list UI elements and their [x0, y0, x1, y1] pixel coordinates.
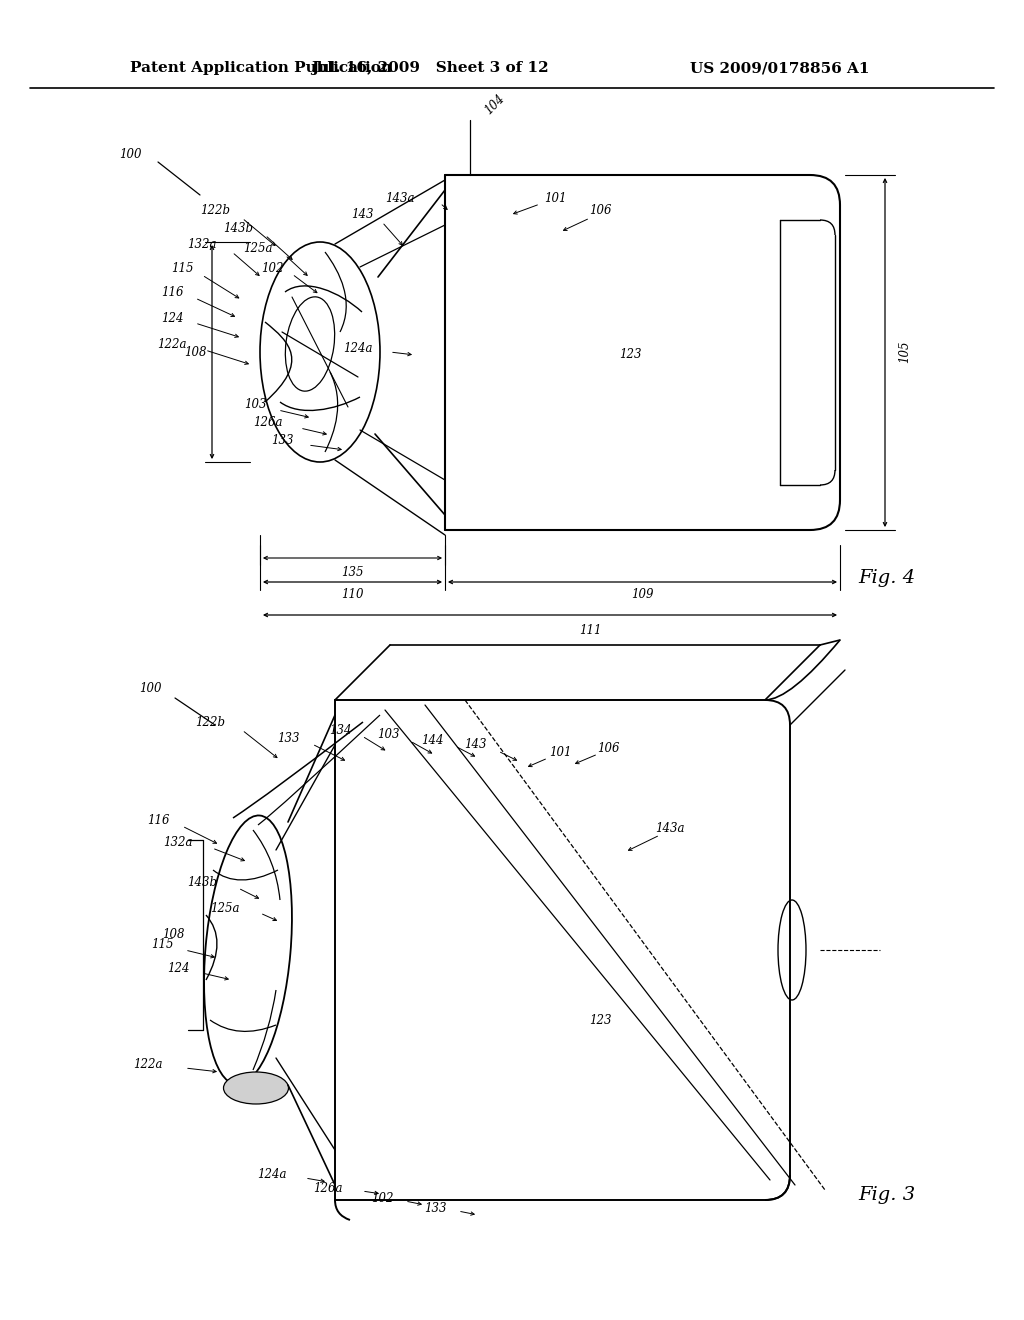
Text: 108: 108 — [162, 928, 184, 941]
Text: 123: 123 — [589, 1014, 611, 1027]
Text: 132a: 132a — [163, 836, 193, 849]
Text: 125a: 125a — [244, 242, 272, 255]
Text: 100: 100 — [119, 149, 141, 161]
Text: 144: 144 — [421, 734, 443, 747]
Text: 134: 134 — [329, 723, 351, 737]
Text: US 2009/0178856 A1: US 2009/0178856 A1 — [690, 61, 870, 75]
Text: 110: 110 — [341, 589, 364, 602]
Text: 143a: 143a — [385, 191, 415, 205]
Text: 115: 115 — [171, 261, 194, 275]
Text: 122a: 122a — [158, 338, 186, 351]
Text: 143a: 143a — [655, 821, 685, 834]
Text: 143b: 143b — [187, 875, 217, 888]
Text: 122b: 122b — [195, 715, 225, 729]
Text: Patent Application Publication: Patent Application Publication — [130, 61, 392, 75]
Text: 124: 124 — [161, 312, 183, 325]
Text: 101: 101 — [544, 191, 566, 205]
Text: 116: 116 — [161, 285, 183, 298]
Text: 143: 143 — [351, 209, 374, 222]
Text: 101: 101 — [549, 746, 571, 759]
Text: 102: 102 — [261, 261, 284, 275]
Text: Fig. 3: Fig. 3 — [858, 1185, 915, 1204]
Text: 135: 135 — [341, 565, 364, 578]
Text: 132a: 132a — [187, 239, 217, 252]
Text: 133: 133 — [276, 731, 299, 744]
Text: 123: 123 — [618, 348, 641, 362]
Text: 126a: 126a — [313, 1181, 343, 1195]
Ellipse shape — [223, 1072, 289, 1104]
Text: 100: 100 — [138, 681, 161, 694]
Text: 115: 115 — [151, 939, 173, 952]
Text: 108: 108 — [183, 346, 206, 359]
Text: 124a: 124a — [343, 342, 373, 355]
Text: 102: 102 — [371, 1192, 393, 1204]
Text: 105: 105 — [898, 341, 911, 363]
Text: 143: 143 — [464, 738, 486, 751]
Text: 133: 133 — [424, 1201, 446, 1214]
Text: 122b: 122b — [200, 203, 230, 216]
Text: 111: 111 — [579, 623, 601, 636]
Text: 103: 103 — [244, 399, 266, 412]
Text: 126a: 126a — [253, 416, 283, 429]
Text: 106: 106 — [597, 742, 620, 755]
Text: 104: 104 — [482, 92, 508, 117]
Text: 106: 106 — [589, 203, 611, 216]
Text: 124a: 124a — [257, 1168, 287, 1181]
Text: 103: 103 — [377, 729, 399, 742]
Text: 143b: 143b — [223, 222, 253, 235]
Text: Fig. 4: Fig. 4 — [858, 569, 915, 587]
Text: 109: 109 — [631, 589, 653, 602]
Text: 116: 116 — [146, 813, 169, 826]
Text: 125a: 125a — [210, 902, 240, 915]
Text: 133: 133 — [270, 433, 293, 446]
Text: Jul. 16, 2009   Sheet 3 of 12: Jul. 16, 2009 Sheet 3 of 12 — [311, 61, 549, 75]
Text: 122a: 122a — [133, 1059, 163, 1072]
Text: 124: 124 — [167, 961, 189, 974]
